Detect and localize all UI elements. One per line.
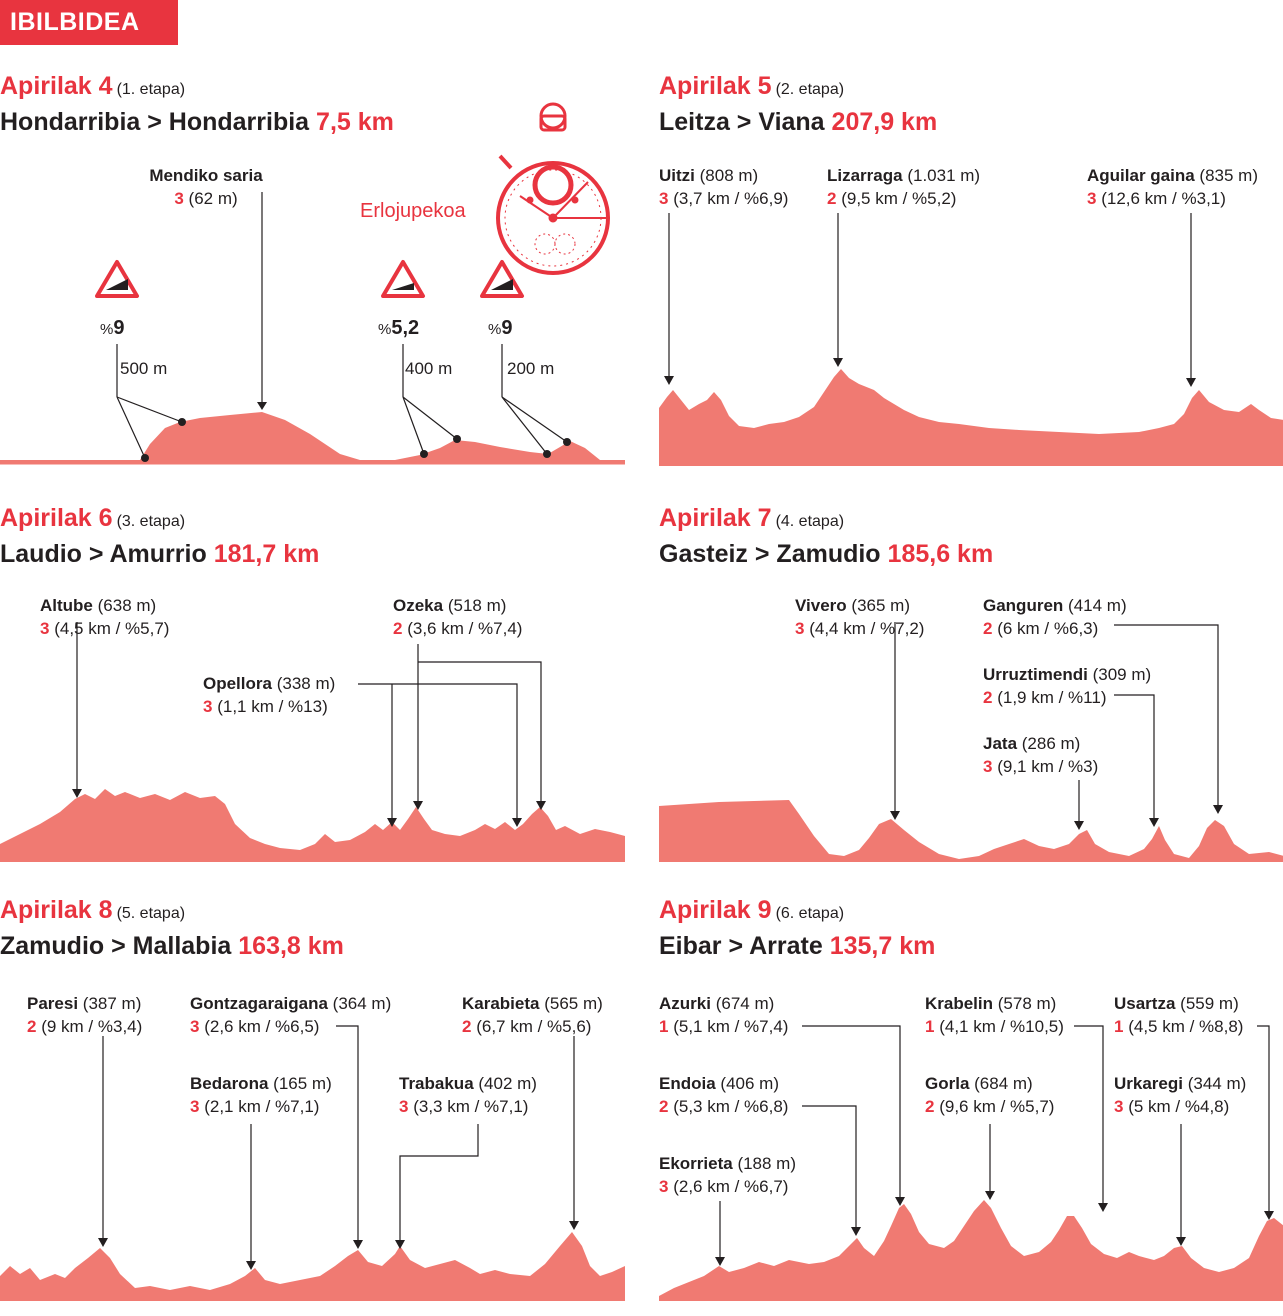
elevation-profile <box>659 213 1283 466</box>
stage-date: Apirilak 7 (4. etapa) <box>659 504 845 532</box>
climb-label: Urruztimendi (309 m) 2 (1,9 km / %11) <box>983 665 1152 707</box>
profile-area <box>0 789 625 862</box>
section-badge: IBILBIDEA <box>0 0 178 45</box>
elevation-profile <box>659 622 1283 862</box>
grade-pct: %5,2 <box>378 317 420 339</box>
climb-label: Gontzagaraigana (364 m) 3 (2,6 km / %6,5) <box>190 994 392 1036</box>
climb-label: Altube (638 m) 3 (4,5 km / %5,7) <box>40 596 170 638</box>
stopwatch-icon <box>496 102 610 275</box>
climb-label: Krabelin (578 m) 1 (4,1 km / %10,5) <box>925 994 1064 1036</box>
stage-panel-4: Apirilak 7 (4. etapa) Gasteiz > Zamudio 1… <box>659 504 1283 924</box>
climb-label: Bedarona (165 m) 3 (2,1 km / %7,1) <box>190 1074 332 1116</box>
stage-panel-6: Apirilak 9 (6. etapa) Eibar > Arrate 135,… <box>659 896 1283 1316</box>
climb-label: Endoia (406 m) 2 (5,3 km / %6,8) <box>659 1074 789 1116</box>
climb-label: Azurki (674 m) 1 (5,1 km / %7,4) <box>659 994 789 1036</box>
grade-distance: 200 m <box>507 359 555 378</box>
stage-panel-5: Apirilak 8 (5. etapa) Zamudio > Mallabia … <box>0 896 625 1316</box>
climb-label: Karabieta (565 m) 2 (6,7 km / %5,6) <box>462 994 603 1036</box>
elevation-profile <box>0 1025 625 1301</box>
elevation-profile <box>659 1025 1283 1301</box>
stage-panel-3: Apirilak 6 (3. etapa) Laudio > Amurrio 18… <box>0 504 625 924</box>
grade-distance: 500 m <box>120 359 168 378</box>
climb-label: Paresi (387 m) 2 (9 km / %3,4) <box>27 994 143 1036</box>
climb-label: Mendiko saria 3 (62 m) <box>149 166 263 208</box>
stage-route: Leitza > Viana 207,9 km <box>659 108 938 136</box>
profile-area <box>659 1200 1283 1301</box>
stage-route: Zamudio > Mallabia 163,8 km <box>0 932 344 960</box>
gradient-sign-icon <box>480 260 524 298</box>
climb-label: Ekorrieta (188 m) 3 (2,6 km / %6,7) <box>659 1154 797 1196</box>
profile-area <box>0 1232 625 1301</box>
climb-label: Lizarraga (1.031 m) 2 (9,5 km / %5,2) <box>827 166 981 208</box>
climb-label: Gorla (684 m) 2 (9,6 km / %5,7) <box>925 1074 1055 1116</box>
stage-route: Hondarribia > Hondarribia 7,5 km <box>0 108 394 136</box>
stage-date: Apirilak 6 (3. etapa) <box>0 504 186 532</box>
stage-panel-2: Apirilak 5 (2. etapa) Leitza > Viana 207,… <box>659 72 1283 492</box>
climb-label: Aguilar gaina (835 m) 3 (12,6 km / %3,1) <box>1087 166 1258 208</box>
gradient-sign-icon <box>381 260 425 298</box>
climb-label: Vivero (365 m) 3 (4,4 km / %7,2) <box>795 596 925 638</box>
stage-date: Apirilak 9 (6. etapa) <box>659 896 845 924</box>
elevation-profile <box>0 102 625 465</box>
grade-pct: %9 <box>100 317 125 339</box>
stage-panel-1: Apirilak 4 (1. etapa) Hondarribia > Honda… <box>0 72 625 492</box>
stage-date: Apirilak 8 (5. etapa) <box>0 896 186 924</box>
stopwatch-label: Erlojupekoa <box>360 200 466 222</box>
profile-area <box>0 412 625 464</box>
stage-date: Apirilak 5 (2. etapa) <box>659 72 845 100</box>
elevation-profile <box>0 622 625 862</box>
profile-area <box>659 369 1283 466</box>
climb-label: Urkaregi (344 m) 3 (5 km / %4,8) <box>1114 1074 1247 1116</box>
stage-route: Laudio > Amurrio 181,7 km <box>0 540 320 568</box>
profile-area <box>659 800 1283 862</box>
stage-route: Gasteiz > Zamudio 185,6 km <box>659 540 994 568</box>
climb-label: Opellora (338 m) 3 (1,1 km / %13) <box>203 674 336 716</box>
climb-label: Ganguren (414 m) 2 (6 km / %6,3) <box>983 596 1127 638</box>
grade-distance: 400 m <box>405 359 453 378</box>
climb-label: Ozeka (518 m) 2 (3,6 km / %7,4) <box>393 596 523 638</box>
grade-pct: %9 <box>488 317 513 339</box>
climb-label: Trabakua (402 m) 3 (3,3 km / %7,1) <box>399 1074 537 1116</box>
climb-label: Usartza (559 m) 1 (4,5 km / %8,8) <box>1114 994 1244 1036</box>
stage-date: Apirilak 4 (1. etapa) <box>0 72 186 100</box>
climb-label: Jata (286 m) 3 (9,1 km / %3) <box>983 734 1099 776</box>
stage-route: Eibar > Arrate 135,7 km <box>659 932 936 960</box>
climb-label: Uitzi (808 m) 3 (3,7 km / %6,9) <box>659 166 789 208</box>
gradient-sign-icon <box>95 260 139 298</box>
